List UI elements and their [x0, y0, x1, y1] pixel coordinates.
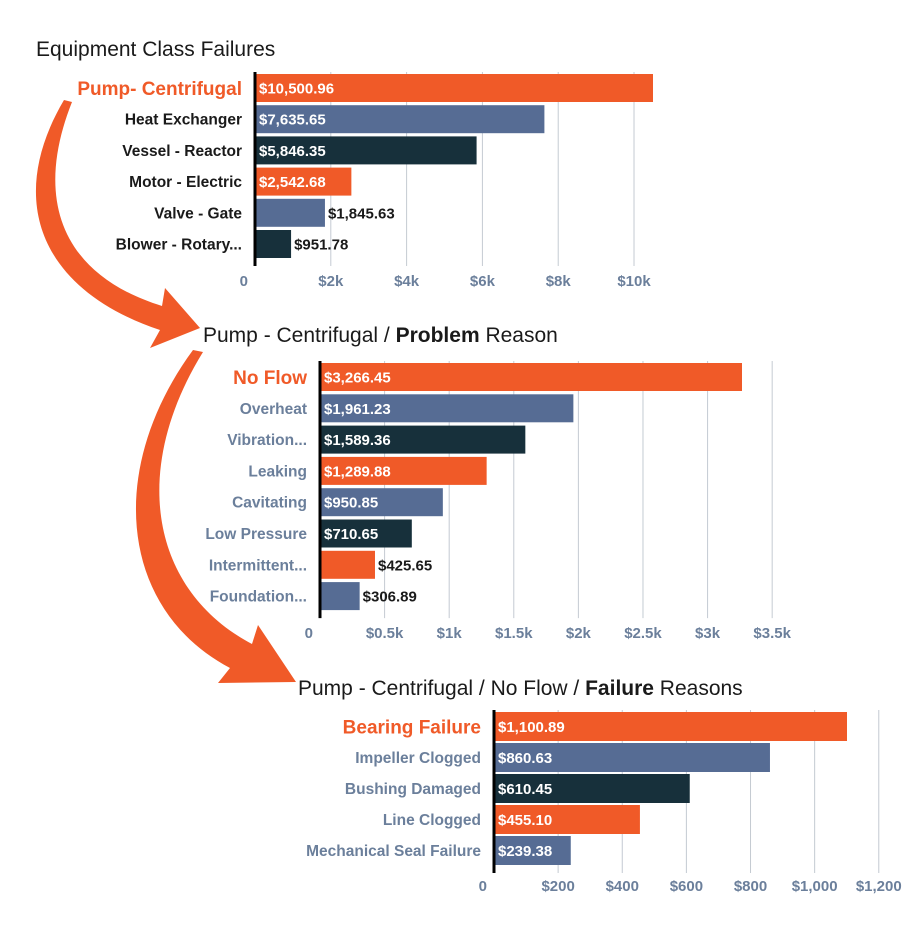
bar[interactable] — [494, 774, 690, 803]
value-label: $1,289.88 — [324, 463, 391, 480]
tick-label: 0 — [240, 273, 248, 290]
bar[interactable] — [255, 105, 545, 134]
tick-label: $1k — [437, 625, 463, 642]
tick-label: $1,200 — [856, 878, 902, 895]
category-label: Heat Exchanger — [125, 112, 242, 129]
tick-label: $8k — [546, 273, 572, 290]
bar[interactable] — [494, 805, 640, 834]
failure-reasons-chart: Pump - Centrifugal / No Flow / Failure R… — [298, 677, 902, 895]
value-label: $7,635.65 — [259, 112, 326, 129]
category-label: Leaking — [248, 463, 307, 480]
value-label: $860.63 — [498, 750, 552, 767]
tick-label: $6k — [470, 273, 496, 290]
category-label: Low Pressure — [205, 526, 307, 543]
chart-title-part: Pump - Centrifugal / No Flow / — [298, 677, 585, 700]
category-label: Overheat — [240, 401, 307, 418]
value-label: $5,846.35 — [259, 143, 326, 160]
tick-label: $1.5k — [495, 625, 533, 642]
category-label: No Flow — [233, 368, 307, 389]
chart-title: Pump - Centrifugal / Problem Reason — [203, 324, 558, 347]
bar[interactable] — [320, 582, 360, 611]
chart-title-part: Pump - Centrifugal / — [203, 324, 396, 347]
bar[interactable] — [320, 550, 375, 579]
bar[interactable] — [320, 488, 443, 517]
bar[interactable] — [320, 363, 742, 391]
value-label: $306.89 — [363, 589, 417, 606]
tick-label: $10k — [617, 273, 651, 290]
tick-label: $2k — [318, 273, 344, 290]
drilldown-arrow-1 — [35, 100, 200, 348]
category-label: Intermittent... — [209, 557, 307, 574]
tick-label: 0 — [479, 878, 487, 895]
drilldown-arrows — [35, 100, 296, 683]
category-label: Vessel - Reactor — [122, 143, 242, 160]
value-label: $425.65 — [378, 557, 432, 574]
value-label: $1,961.23 — [324, 401, 391, 418]
category-label: Bushing Damaged — [345, 781, 481, 798]
value-label: $951.78 — [294, 237, 348, 254]
value-label: $950.85 — [324, 495, 378, 512]
category-label: Cavitating — [232, 495, 307, 512]
tick-label: $400 — [606, 878, 639, 895]
category-label: Foundation... — [210, 589, 307, 606]
value-label: $710.65 — [324, 526, 378, 543]
tick-label: $3k — [695, 625, 721, 642]
chart-title-part: Reasons — [654, 677, 743, 700]
value-label: $3,266.45 — [324, 370, 391, 387]
bar[interactable] — [494, 743, 770, 772]
category-label: Line Clogged — [383, 812, 481, 829]
category-label: Blower - Rotary... — [116, 237, 242, 254]
bar[interactable] — [255, 167, 352, 196]
category-label: Bearing Failure — [343, 718, 481, 739]
tick-label: $0.5k — [366, 625, 404, 642]
value-label: $1,845.63 — [328, 205, 395, 222]
value-label: $1,589.36 — [324, 432, 391, 449]
value-label: $239.38 — [498, 843, 552, 860]
bar[interactable] — [320, 394, 574, 423]
tick-label: $3.5k — [753, 625, 791, 642]
chart-title-part: Problem — [396, 324, 480, 347]
category-label: Motor - Electric — [129, 174, 242, 191]
tick-label: $1,000 — [792, 878, 838, 895]
bar[interactable] — [494, 712, 847, 741]
drilldown-arrow-2 — [135, 350, 296, 683]
bar[interactable] — [494, 836, 571, 865]
chart-title: Equipment Class Failures — [36, 38, 275, 61]
bar[interactable] — [255, 230, 292, 258]
bar[interactable] — [255, 136, 477, 165]
value-label: $1,100.89 — [498, 719, 565, 736]
category-label: Impeller Clogged — [355, 750, 481, 767]
bar[interactable] — [320, 425, 526, 454]
bar[interactable] — [320, 456, 487, 485]
chart-title-part: Reason — [480, 324, 558, 347]
value-label: $610.45 — [498, 781, 552, 798]
tick-label: $600 — [670, 878, 703, 895]
problem-reason-chart: Pump - Centrifugal / Problem Reason No Fl… — [203, 324, 792, 642]
bar[interactable] — [255, 198, 325, 227]
equipment-class-failures-chart: Equipment Class Failures Pump- Centrifuga… — [36, 38, 653, 290]
category-label: Valve - Gate — [154, 205, 242, 222]
category-label: Pump- Centrifugal — [77, 79, 242, 100]
tick-label: 0 — [305, 625, 313, 642]
tick-label: $800 — [734, 878, 767, 895]
bar[interactable] — [255, 74, 653, 102]
chart-title-part: Equipment Class Failures — [36, 38, 275, 61]
category-label: Mechanical Seal Failure — [306, 843, 481, 860]
category-label: Vibration... — [227, 432, 307, 449]
value-label: $10,500.96 — [259, 81, 334, 98]
tick-label: $2.5k — [624, 625, 662, 642]
tick-label: $200 — [541, 878, 574, 895]
chart-title: Pump - Centrifugal / No Flow / Failure R… — [298, 677, 743, 700]
value-label: $2,542.68 — [259, 174, 326, 191]
value-label: $455.10 — [498, 812, 552, 829]
chart-title-part: Failure — [585, 677, 654, 700]
tick-label: $2k — [566, 625, 592, 642]
bar[interactable] — [320, 519, 412, 548]
tick-label: $4k — [394, 273, 420, 290]
